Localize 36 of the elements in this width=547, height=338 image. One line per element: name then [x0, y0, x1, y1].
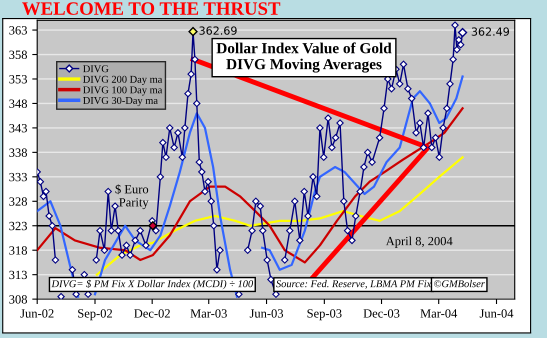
legend-label: DIVG 100 Day ma: [83, 86, 162, 96]
y-tick-label: 363: [9, 26, 27, 35]
y-tick-label: 338: [9, 148, 27, 157]
line-series: [37, 107, 464, 264]
x-tick-label: Sep-02: [78, 309, 112, 320]
y-tick-label: 353: [9, 75, 27, 84]
annotation: Source: Fed. Reserve, LBMA PM Fix: [276, 280, 432, 289]
annotation: DIVG= $ PM Fix X Dollar Index (MCDI) ÷ 100: [51, 280, 254, 290]
y-tick-label: 313: [9, 270, 27, 280]
annotation: 362.49: [472, 27, 510, 36]
annotation: 362.69: [199, 26, 237, 35]
x-tick-label: Jun-04: [480, 309, 514, 318]
legend-label: DIVG 200 Day ma: [83, 76, 162, 85]
y-tick-label: 333: [9, 172, 27, 182]
x-tick-label: Jun-03: [250, 309, 284, 318]
annotation: ©GMBolser: [434, 280, 485, 288]
x-tick-label: Sep-03: [307, 309, 342, 320]
legend-label: DIVG 30-Day ma: [83, 96, 158, 106]
y-tick-label: 308: [9, 295, 27, 304]
legend-label: DIVG: [83, 65, 108, 72]
x-tick-label: Mar-04: [420, 309, 458, 318]
x-tick-label: Dec-02: [134, 309, 170, 318]
y-tick-label: 358: [9, 50, 27, 59]
y-tick-label: 348: [9, 99, 27, 108]
line-series: [96, 156, 464, 276]
text: Dollar Index Value of Gold DIVG Moving Averages: [216, 42, 392, 73]
y-tick-label: 343: [9, 124, 27, 132]
x-tick-label: Mar-03: [190, 309, 227, 318]
chart-title: WELCOME TO THE THRUST: [22, 2, 280, 15]
ref-line-label: April 8, 2004: [386, 236, 453, 248]
annotation: $ Euro Parity: [116, 184, 149, 210]
y-tick-label: 323: [9, 222, 27, 230]
y-tick-label: 328: [9, 197, 27, 206]
x-tick-label: Jun-02: [20, 309, 54, 318]
x-tick-label: Dec-03: [363, 309, 400, 318]
y-tick-label: 318: [9, 246, 27, 255]
